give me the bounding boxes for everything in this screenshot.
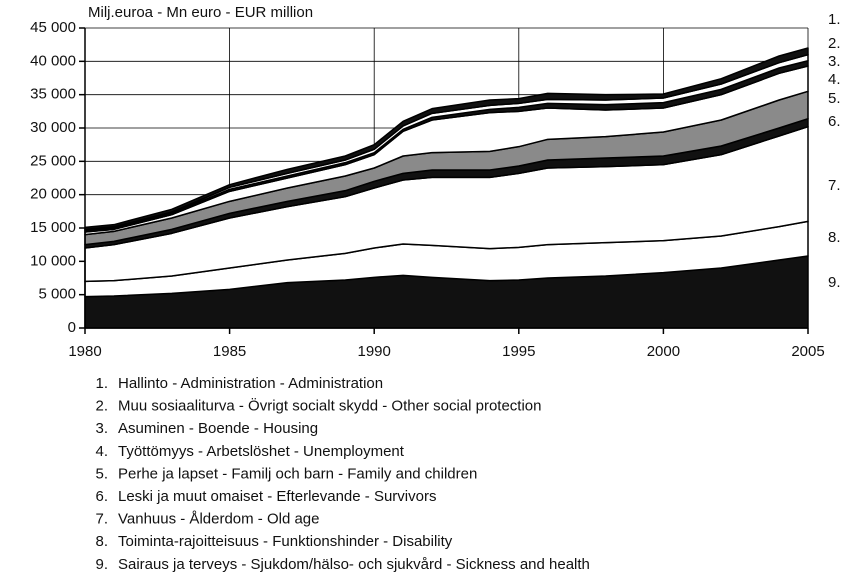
y-tick-label: 45 000 bbox=[30, 19, 76, 36]
legend-number: 2. bbox=[95, 398, 108, 415]
x-tick-label: 1995 bbox=[502, 343, 535, 360]
y-tick-label: 5 000 bbox=[38, 286, 76, 303]
area bbox=[84, 47, 809, 231]
legend-label: Leski ja muut omaiset - Efterlevande - S… bbox=[118, 488, 436, 505]
series-label: 7. bbox=[828, 177, 841, 194]
series-label: 4. bbox=[828, 71, 841, 88]
series-label: 9. bbox=[828, 274, 841, 291]
legend-number: 3. bbox=[95, 420, 108, 437]
legend-number: 9. bbox=[95, 556, 108, 573]
legend-label: Sairaus ja terveys - Sjukdom/hälso- och … bbox=[118, 556, 590, 573]
legend-label: Asuminen - Boende - Housing bbox=[118, 420, 318, 437]
legend-number: 8. bbox=[95, 533, 108, 550]
legend-number: 6. bbox=[95, 488, 108, 505]
series-label: 6. bbox=[828, 113, 841, 130]
legend-number: 1. bbox=[95, 375, 108, 392]
x-tick-label: 2000 bbox=[647, 343, 680, 360]
y-tick-label: 10 000 bbox=[30, 252, 76, 269]
legend-number: 4. bbox=[95, 443, 108, 460]
series-label: 3. bbox=[828, 53, 841, 70]
legend-label: Muu sosiaaliturva - Övrigt socialt skydd… bbox=[118, 397, 542, 415]
x-tick-label: 1980 bbox=[68, 343, 101, 360]
chart-title: Milj.euroa - Mn euro - EUR million bbox=[88, 4, 313, 21]
legend-label: Työttömyys - Arbetslöshet - Unemployment bbox=[118, 443, 405, 460]
legend-label: Hallinto - Administration - Administrati… bbox=[118, 375, 383, 392]
x-tick-label: 1990 bbox=[358, 343, 391, 360]
x-tick-label: 2005 bbox=[791, 343, 824, 360]
y-tick-label: 20 000 bbox=[30, 186, 76, 203]
y-tick-label: 15 000 bbox=[30, 219, 76, 236]
legend-label: Perhe ja lapset - Familj och barn - Fami… bbox=[118, 465, 477, 482]
y-tick-label: 30 000 bbox=[30, 119, 76, 136]
series-label: 5. bbox=[828, 90, 841, 107]
y-tick-label: 25 000 bbox=[30, 152, 76, 169]
y-tick-label: 0 bbox=[68, 319, 76, 336]
legend-number: 5. bbox=[95, 465, 108, 482]
series-label: 2. bbox=[828, 35, 841, 52]
legend-label: Vanhuus - Ålderdom - Old age bbox=[118, 511, 320, 528]
y-tick-label: 35 000 bbox=[30, 86, 76, 103]
legend-label: Toiminta-rajoitteisuus - Funktionshinder… bbox=[118, 533, 453, 550]
series-label: 8. bbox=[828, 229, 841, 246]
x-tick-label: 1985 bbox=[213, 343, 246, 360]
y-tick-label: 40 000 bbox=[30, 52, 76, 69]
series-label: 1. bbox=[828, 11, 841, 28]
legend-number: 7. bbox=[95, 511, 108, 528]
